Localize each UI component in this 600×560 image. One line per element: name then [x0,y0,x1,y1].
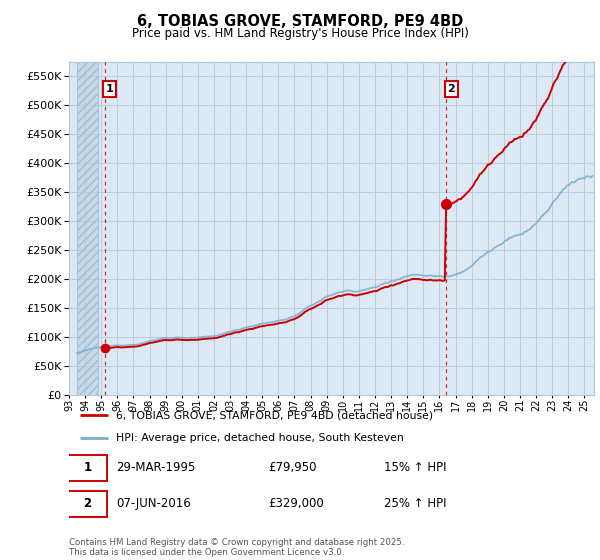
Text: HPI: Average price, detached house, South Kesteven: HPI: Average price, detached house, Sout… [116,433,404,444]
Text: 1: 1 [83,461,92,474]
Text: 2: 2 [83,497,92,510]
Text: 07-JUN-2016: 07-JUN-2016 [116,497,191,510]
Text: 6, TOBIAS GROVE, STAMFORD, PE9 4BD: 6, TOBIAS GROVE, STAMFORD, PE9 4BD [137,14,463,29]
FancyBboxPatch shape [68,491,107,517]
Text: £79,950: £79,950 [269,461,317,474]
Text: 6, TOBIAS GROVE, STAMFORD, PE9 4BD (detached house): 6, TOBIAS GROVE, STAMFORD, PE9 4BD (deta… [116,410,433,421]
Text: 29-MAR-1995: 29-MAR-1995 [116,461,196,474]
FancyBboxPatch shape [68,455,107,480]
Text: 15% ↑ HPI: 15% ↑ HPI [384,461,446,474]
Text: Price paid vs. HM Land Registry's House Price Index (HPI): Price paid vs. HM Land Registry's House … [131,27,469,40]
Text: £329,000: £329,000 [269,497,324,510]
Text: 1: 1 [106,84,113,94]
Text: 2: 2 [447,84,455,94]
Text: 25% ↑ HPI: 25% ↑ HPI [384,497,446,510]
Text: Contains HM Land Registry data © Crown copyright and database right 2025.
This d: Contains HM Land Registry data © Crown c… [69,538,404,557]
